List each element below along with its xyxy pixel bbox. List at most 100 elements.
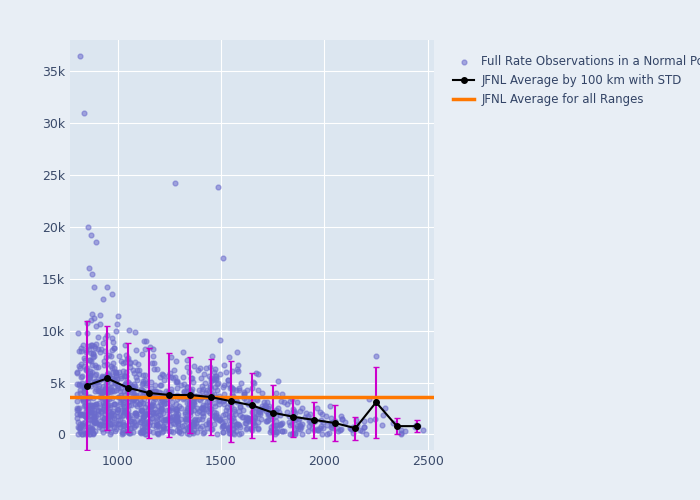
Full Rate Observations in a Normal Point xyxy=(129,418,140,426)
JFNL Average by 100 km with STD xyxy=(103,376,111,382)
Full Rate Observations in a Normal Point xyxy=(178,373,189,381)
Full Rate Observations in a Normal Point xyxy=(321,430,332,438)
Full Rate Observations in a Normal Point xyxy=(172,392,183,400)
Full Rate Observations in a Normal Point xyxy=(90,412,101,420)
Full Rate Observations in a Normal Point xyxy=(288,407,300,415)
Full Rate Observations in a Normal Point xyxy=(109,400,120,407)
Full Rate Observations in a Normal Point xyxy=(197,414,208,422)
Full Rate Observations in a Normal Point xyxy=(77,422,88,430)
Full Rate Observations in a Normal Point xyxy=(102,360,113,368)
Full Rate Observations in a Normal Point xyxy=(162,372,174,380)
Full Rate Observations in a Normal Point xyxy=(268,428,279,436)
Full Rate Observations in a Normal Point xyxy=(159,416,170,424)
Full Rate Observations in a Normal Point xyxy=(347,422,358,430)
Full Rate Observations in a Normal Point xyxy=(162,415,173,423)
Full Rate Observations in a Normal Point xyxy=(105,420,116,428)
Full Rate Observations in a Normal Point xyxy=(184,422,195,430)
Full Rate Observations in a Normal Point xyxy=(122,398,134,406)
Full Rate Observations in a Normal Point xyxy=(91,322,102,330)
Full Rate Observations in a Normal Point xyxy=(124,326,135,334)
Full Rate Observations in a Normal Point xyxy=(218,411,229,419)
Full Rate Observations in a Normal Point xyxy=(182,404,193,412)
Full Rate Observations in a Normal Point xyxy=(209,412,220,420)
Full Rate Observations in a Normal Point xyxy=(178,394,189,402)
Full Rate Observations in a Normal Point xyxy=(173,393,184,401)
Full Rate Observations in a Normal Point xyxy=(151,429,162,437)
Full Rate Observations in a Normal Point xyxy=(205,386,216,394)
Full Rate Observations in a Normal Point xyxy=(147,414,158,422)
Full Rate Observations in a Normal Point xyxy=(80,346,92,354)
Full Rate Observations in a Normal Point xyxy=(198,428,209,436)
Full Rate Observations in a Normal Point xyxy=(231,398,242,406)
Full Rate Observations in a Normal Point xyxy=(104,415,115,423)
Full Rate Observations in a Normal Point xyxy=(78,382,90,390)
Full Rate Observations in a Normal Point xyxy=(97,405,108,413)
Full Rate Observations in a Normal Point xyxy=(96,420,107,428)
Full Rate Observations in a Normal Point xyxy=(204,404,216,412)
Full Rate Observations in a Normal Point xyxy=(71,404,83,411)
Full Rate Observations in a Normal Point xyxy=(148,364,160,372)
Full Rate Observations in a Normal Point xyxy=(214,416,225,424)
Full Rate Observations in a Normal Point xyxy=(209,414,220,422)
Full Rate Observations in a Normal Point xyxy=(235,429,246,437)
Full Rate Observations in a Normal Point xyxy=(273,378,284,386)
Full Rate Observations in a Normal Point xyxy=(77,418,88,426)
Full Rate Observations in a Normal Point xyxy=(157,394,168,402)
Full Rate Observations in a Normal Point xyxy=(111,372,122,380)
Full Rate Observations in a Normal Point xyxy=(260,407,272,415)
Full Rate Observations in a Normal Point xyxy=(155,407,167,415)
Full Rate Observations in a Normal Point xyxy=(85,410,97,418)
Full Rate Observations in a Normal Point xyxy=(139,420,150,428)
Full Rate Observations in a Normal Point xyxy=(297,420,308,428)
Full Rate Observations in a Normal Point xyxy=(190,418,201,426)
Full Rate Observations in a Normal Point xyxy=(171,406,182,413)
Full Rate Observations in a Normal Point xyxy=(323,429,335,437)
Full Rate Observations in a Normal Point xyxy=(278,398,289,406)
Full Rate Observations in a Normal Point xyxy=(98,340,109,347)
Full Rate Observations in a Normal Point xyxy=(287,405,298,413)
Full Rate Observations in a Normal Point xyxy=(118,368,129,376)
Full Rate Observations in a Normal Point xyxy=(106,374,118,382)
Full Rate Observations in a Normal Point xyxy=(165,385,176,393)
Full Rate Observations in a Normal Point xyxy=(124,428,135,436)
Full Rate Observations in a Normal Point xyxy=(179,410,190,418)
Full Rate Observations in a Normal Point xyxy=(166,394,177,402)
Full Rate Observations in a Normal Point xyxy=(270,408,281,416)
Full Rate Observations in a Normal Point xyxy=(76,348,87,356)
Full Rate Observations in a Normal Point xyxy=(71,414,83,422)
Full Rate Observations in a Normal Point xyxy=(119,388,130,396)
Full Rate Observations in a Normal Point xyxy=(217,397,228,405)
Full Rate Observations in a Normal Point xyxy=(243,400,254,408)
Full Rate Observations in a Normal Point xyxy=(203,407,214,415)
Full Rate Observations in a Normal Point xyxy=(80,402,92,410)
Full Rate Observations in a Normal Point xyxy=(339,418,350,426)
Full Rate Observations in a Normal Point xyxy=(130,397,141,405)
Full Rate Observations in a Normal Point xyxy=(155,404,167,412)
Full Rate Observations in a Normal Point xyxy=(76,372,88,380)
Full Rate Observations in a Normal Point xyxy=(80,418,91,426)
Full Rate Observations in a Normal Point xyxy=(89,416,100,424)
Full Rate Observations in a Normal Point xyxy=(250,413,261,421)
Full Rate Observations in a Normal Point xyxy=(412,422,423,430)
Full Rate Observations in a Normal Point xyxy=(83,410,94,418)
Full Rate Observations in a Normal Point xyxy=(86,424,97,432)
Full Rate Observations in a Normal Point xyxy=(108,412,119,420)
Full Rate Observations in a Normal Point xyxy=(139,371,150,379)
Full Rate Observations in a Normal Point xyxy=(253,370,264,378)
Full Rate Observations in a Normal Point xyxy=(122,428,133,436)
Full Rate Observations in a Normal Point xyxy=(125,418,136,426)
Full Rate Observations in a Normal Point xyxy=(289,416,300,424)
Full Rate Observations in a Normal Point xyxy=(182,410,193,418)
Full Rate Observations in a Normal Point xyxy=(358,417,370,425)
Full Rate Observations in a Normal Point xyxy=(105,379,116,387)
Full Rate Observations in a Normal Point xyxy=(165,391,176,399)
Full Rate Observations in a Normal Point xyxy=(129,396,140,404)
Full Rate Observations in a Normal Point xyxy=(74,380,85,388)
Full Rate Observations in a Normal Point xyxy=(171,394,182,402)
Full Rate Observations in a Normal Point xyxy=(183,391,195,399)
Full Rate Observations in a Normal Point xyxy=(253,410,264,418)
Full Rate Observations in a Normal Point xyxy=(232,361,243,369)
Full Rate Observations in a Normal Point xyxy=(176,404,187,412)
Full Rate Observations in a Normal Point xyxy=(80,365,92,373)
Full Rate Observations in a Normal Point xyxy=(290,429,301,437)
